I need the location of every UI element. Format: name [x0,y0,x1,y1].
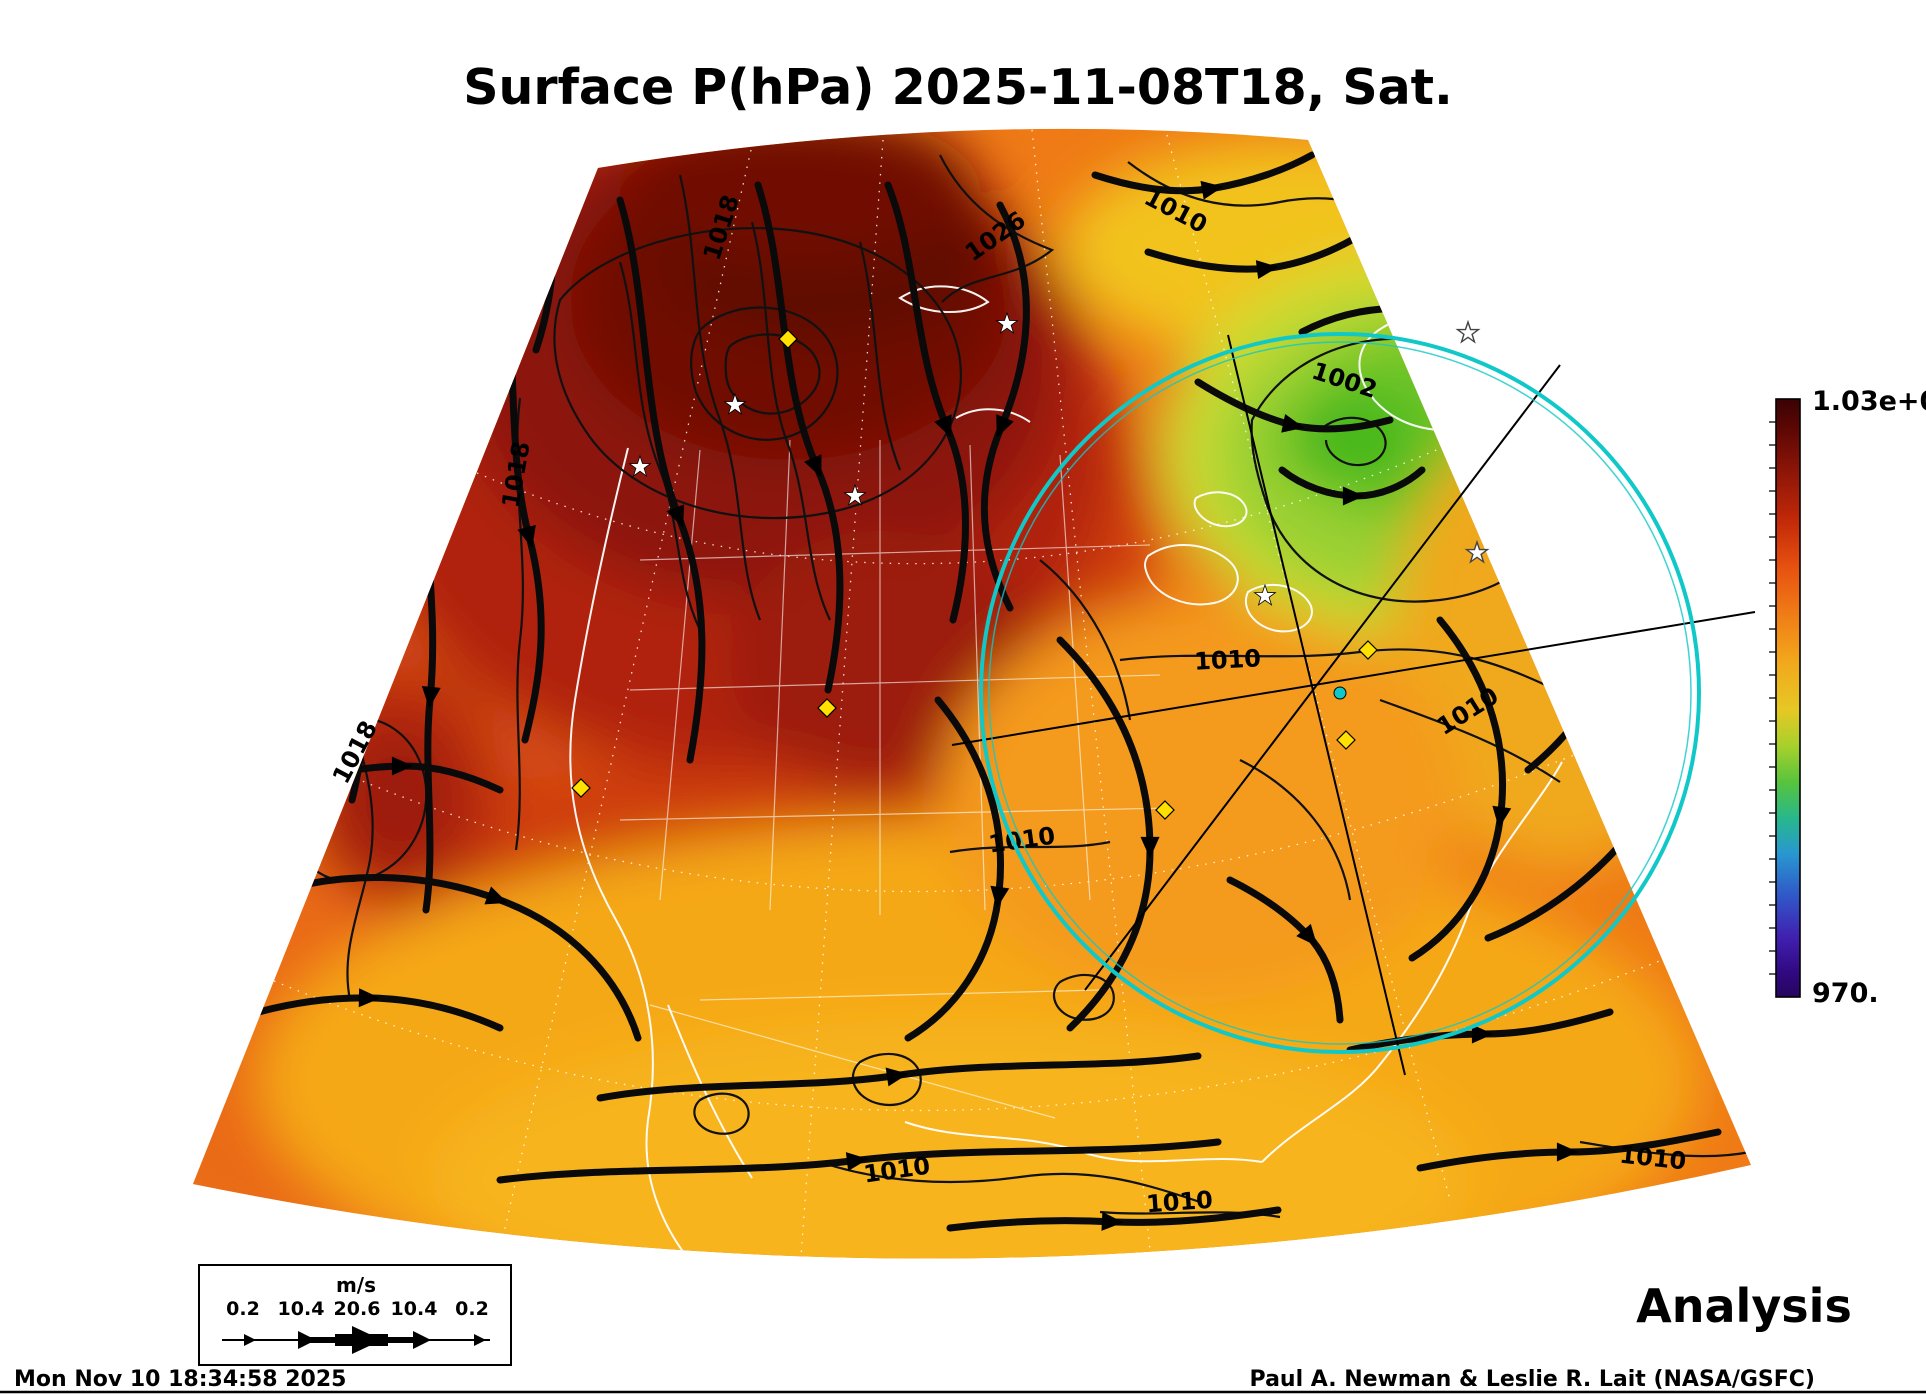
wind-legend-values: 0.2 10.4 20.6 10.4 0.2 [226,1298,489,1320]
analysis-label: Analysis [1636,1279,1852,1333]
isobar-label: 1010 [1193,644,1261,675]
wind-legend-value: 0.2 [455,1298,489,1320]
isobar-label: 1010 [1618,1141,1687,1176]
colorbar-min-label: 970. [1812,978,1879,1009]
range-ring-overlay [951,332,1756,1076]
range-ring-center-dot [1333,686,1347,700]
colorbar: 1.03e+03 970. [1769,386,1926,1009]
figure-title: Surface P(hPa) 2025-11-08T18, Sat. [463,59,1452,116]
credit-label: Paul A. Newman & Leslie R. Lait (NASA/GS… [1250,1367,1815,1392]
range-ring [979,332,1701,1054]
colorbar-ticks [1769,421,1776,975]
timestamp-label: Mon Nov 10 18:34:58 2025 [14,1367,346,1392]
coastlines [569,285,1563,1259]
colorbar-max-label: 1.03e+03 [1812,386,1926,417]
wind-barb-scale-icon [222,1326,490,1354]
pressure-map: 1018 1026 1010 1002 1018 1018 1010 1010 … [193,128,1756,1259]
star-outline-icon [1456,321,1480,343]
wind-legend-value: 10.4 [278,1298,325,1320]
wind-legend-value: 20.6 [334,1298,381,1320]
wind-legend-value: 0.2 [226,1298,260,1320]
wind-legend-value: 10.4 [391,1298,438,1320]
isobar-label: 1010 [1145,1186,1214,1219]
wind-scale-legend: m/s 0.2 10.4 20.6 10.4 0.2 [198,1264,512,1366]
colorbar-gradient [1775,398,1801,998]
wind-legend-unit: m/s [336,1273,376,1297]
state-borders [619,439,1171,1119]
